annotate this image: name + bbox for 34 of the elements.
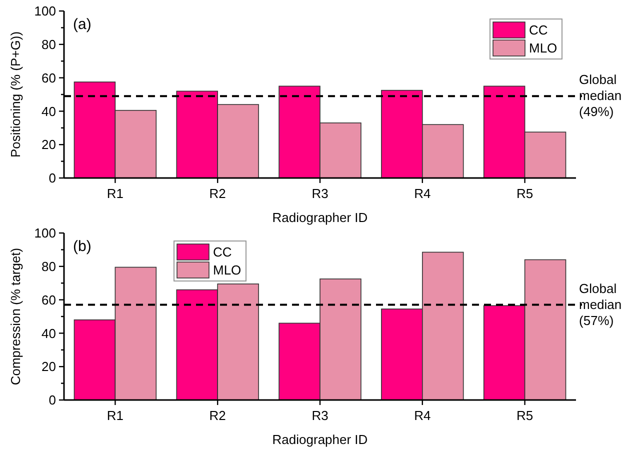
annotation: (b)	[73, 238, 92, 255]
y-tick-label: 0	[48, 392, 56, 408]
y-tick-label: 40	[42, 104, 56, 119]
legend-label: CC	[213, 244, 232, 260]
x-tick-label: R5	[516, 186, 534, 201]
x-tick-label: R4	[414, 408, 431, 423]
annotation: (a)	[73, 16, 92, 33]
y-tick-label: 40	[42, 326, 56, 341]
legend-label: MLO	[213, 262, 242, 278]
y-tick-label: 100	[34, 4, 56, 19]
y-axis-title: Compression (% target)	[8, 248, 23, 386]
y-tick-label: 60	[42, 70, 56, 86]
x-tick-label: R4	[414, 186, 431, 201]
x-tick-label: R3	[312, 408, 328, 423]
y-tick-label: 80	[42, 36, 56, 52]
x-axis-title: Radiographer ID	[272, 210, 368, 225]
x-tick-label: R3	[312, 186, 328, 201]
y-tick-label: 20	[42, 359, 56, 374]
y-tick-label: 80	[42, 258, 56, 274]
y-tick-label: 100	[34, 226, 56, 241]
y-tick-label: 20	[42, 137, 56, 152]
y-axis-title: Positioning (% (P+G))	[8, 31, 23, 158]
ref-line-label: Global median (57%)	[579, 280, 622, 328]
ref-line-label: Global median (49%)	[579, 72, 622, 120]
x-tick-label: R1	[106, 186, 124, 201]
x-tick-label: R5	[516, 408, 534, 423]
legend-label: CC	[529, 22, 548, 38]
x-tick-label: R1	[106, 408, 124, 423]
x-tick-label: R2	[209, 186, 226, 201]
x-axis-title: Radiographer ID	[272, 432, 368, 447]
legend-label: MLO	[529, 40, 558, 56]
x-tick-label: R2	[209, 408, 226, 423]
y-tick-label: 0	[48, 170, 56, 186]
y-tick-label: 60	[42, 292, 56, 308]
